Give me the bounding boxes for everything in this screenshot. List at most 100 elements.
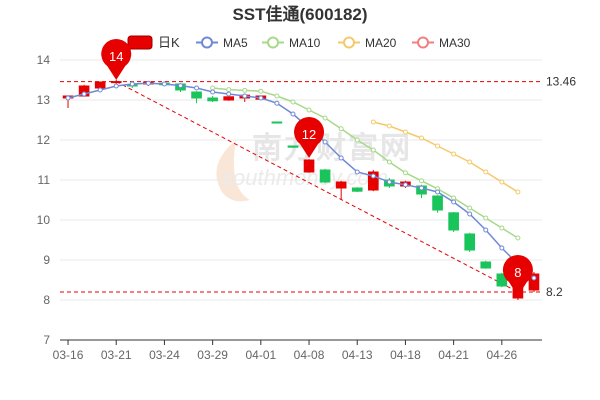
ma5-point xyxy=(322,139,328,145)
legend-label: MA10 xyxy=(289,36,321,50)
y-tick-label: 10 xyxy=(37,213,51,227)
x-tick-label: 03-29 xyxy=(197,348,228,362)
ma10-point xyxy=(402,170,408,176)
ma20-point xyxy=(402,129,408,135)
ma5-point xyxy=(65,95,71,101)
candle xyxy=(335,180,347,200)
x-tick-label: 03-16 xyxy=(53,348,84,362)
chart-title: SST佳通(600182) xyxy=(232,4,367,24)
candle xyxy=(271,121,283,124)
watermark-logo xyxy=(216,140,250,202)
trend-line xyxy=(116,81,519,293)
x-tick-label: 04-01 xyxy=(245,348,276,362)
reference-lines: 13.46 8.2 xyxy=(60,75,576,299)
ma10-point xyxy=(515,235,521,241)
candle xyxy=(287,145,299,148)
marker-pin xyxy=(101,39,132,80)
ma20-point xyxy=(451,151,457,157)
candle xyxy=(432,195,443,213)
ma10-point xyxy=(370,147,376,153)
ma10-point xyxy=(467,205,473,211)
legend-symbol xyxy=(201,36,213,49)
marker-pin xyxy=(502,255,533,296)
marker-label: 14 xyxy=(109,49,123,64)
ma5-point xyxy=(499,245,505,251)
x-tick-label: 04-13 xyxy=(342,348,373,362)
ma5-point xyxy=(274,100,280,106)
legend-label: 日K xyxy=(158,35,180,50)
candle xyxy=(528,272,540,292)
marker-label: 8 xyxy=(514,265,521,280)
ma5-point xyxy=(258,95,264,101)
legend-item[interactable]: MA10 xyxy=(262,36,321,50)
candle-body xyxy=(351,187,363,192)
ma10-point xyxy=(290,99,296,105)
y-tick-label: 11 xyxy=(38,173,51,187)
ma10-series xyxy=(210,85,521,241)
candle xyxy=(303,159,315,173)
chart-legend[interactable]: 日K MA5 MA10 MA20 MA30 xyxy=(127,35,471,50)
ma20-point xyxy=(515,189,521,195)
candle-body xyxy=(223,96,235,101)
candle-body xyxy=(191,91,202,99)
x-tick-label: 04-21 xyxy=(438,348,469,362)
y-axis: 7 8 9 10 11 12 13 14 xyxy=(37,53,51,347)
ma20-point xyxy=(467,159,473,165)
ma10-point xyxy=(242,87,248,93)
ma5-point xyxy=(178,83,183,89)
ma10-point xyxy=(338,126,344,132)
legend-item[interactable]: MA20 xyxy=(338,36,397,50)
ma20-point xyxy=(370,119,376,125)
ma5-point xyxy=(81,91,87,97)
x-tick-label: 04-18 xyxy=(390,348,421,362)
candle xyxy=(191,91,202,104)
ma5-point xyxy=(467,211,473,217)
ma5-point xyxy=(210,89,216,95)
legend-item[interactable]: MA30 xyxy=(412,36,471,50)
y-tick-label: 14 xyxy=(37,53,51,67)
ma5-point xyxy=(338,155,344,161)
ma10-point xyxy=(419,178,424,184)
ma5-point xyxy=(113,83,119,89)
ma20-point xyxy=(386,123,392,129)
ma20-point xyxy=(499,179,505,185)
candle xyxy=(223,96,235,101)
candle-body xyxy=(480,261,492,269)
ma5-point xyxy=(435,189,441,195)
candle xyxy=(319,168,331,184)
ma20-point xyxy=(435,143,441,149)
price-marker: 14 xyxy=(101,39,132,80)
price-marker: 8 xyxy=(502,255,533,296)
candle xyxy=(448,212,459,232)
ma10-point xyxy=(354,137,360,143)
candle xyxy=(110,80,122,84)
ma10-point xyxy=(210,85,216,91)
legend-item[interactable]: MA5 xyxy=(196,36,248,50)
ma5-point xyxy=(402,182,408,188)
candle-body xyxy=(319,169,331,183)
candle-body xyxy=(367,171,379,191)
ma5-point xyxy=(129,81,135,87)
y-tick-label: 7 xyxy=(43,333,50,347)
y-tick-label: 13 xyxy=(37,93,51,107)
ma5-point xyxy=(354,169,360,175)
candle-body xyxy=(207,97,218,102)
ma5-point xyxy=(419,185,424,191)
candle xyxy=(367,170,379,192)
legend-item[interactable]: 日K xyxy=(127,35,180,50)
ma10-point xyxy=(386,159,392,165)
legend-label: MA30 xyxy=(439,36,471,50)
candles xyxy=(62,80,540,300)
ma10-point xyxy=(306,107,312,113)
ma5-point xyxy=(483,227,489,233)
ma20-point xyxy=(483,169,489,175)
x-tick-label: 04-26 xyxy=(486,348,517,362)
ma5-point xyxy=(226,91,232,97)
legend-symbol xyxy=(267,36,279,49)
candle-body xyxy=(271,121,283,124)
ma10-point xyxy=(499,225,505,231)
candle xyxy=(496,272,508,288)
candle-body xyxy=(94,81,106,89)
legend-symbol xyxy=(417,36,429,49)
